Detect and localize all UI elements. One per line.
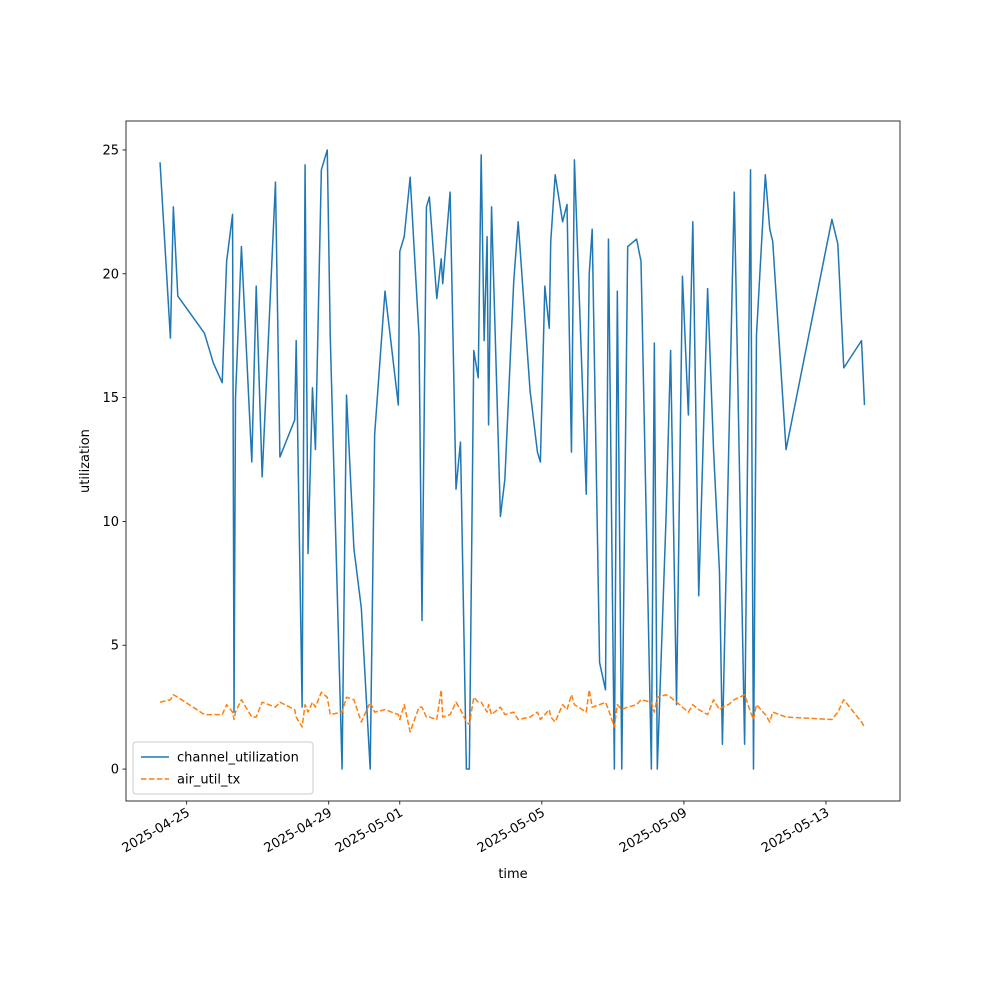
y-tick-label: 5 <box>111 639 119 654</box>
series-line <box>159 149 866 770</box>
y-tick-label: 25 <box>102 143 119 158</box>
legend-label: air_util_tx <box>177 773 241 788</box>
y-tick-label: 0 <box>111 763 119 778</box>
y-tick-label: 15 <box>102 391 119 406</box>
y-tick-label: 10 <box>102 515 119 530</box>
y-tick-label: 20 <box>102 267 119 282</box>
y-axis-label: utilization <box>78 429 93 493</box>
legend-box <box>132 741 314 795</box>
legend-label: channel_utilization <box>177 751 299 766</box>
series-line <box>159 689 866 733</box>
x-axis-label: time <box>498 867 527 882</box>
plot-frame <box>125 120 901 802</box>
